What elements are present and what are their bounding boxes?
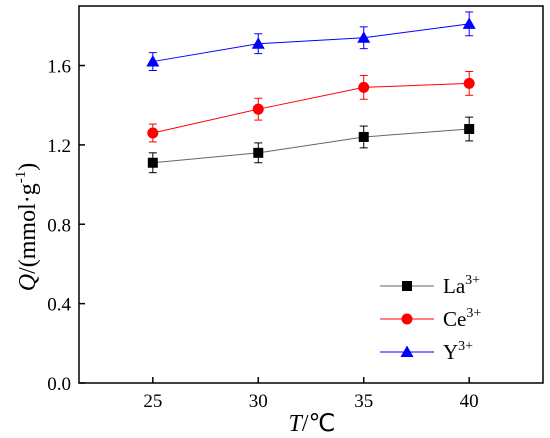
series-ce	[147, 70, 475, 143]
legend-label-y: Y3+	[443, 339, 473, 364]
plot-area-frame	[78, 5, 544, 384]
x-axis-title-unit: /℃	[302, 411, 336, 437]
y-tick-label: 0.4	[47, 295, 71, 316]
series-ce-line	[152, 82, 470, 134]
legend-marker-ce	[401, 313, 413, 325]
series-y-line	[152, 23, 470, 63]
data-point-la	[147, 157, 158, 168]
x-tick-label: 35	[354, 391, 373, 412]
data-point-y	[357, 31, 371, 43]
legend: La3+ Ce3+ Y3+	[380, 273, 481, 364]
legend-item-la: La3+	[380, 273, 480, 298]
series-y	[146, 11, 476, 71]
y-tick-label: 0.0	[47, 374, 71, 395]
y-axis-title-exponent: -1	[13, 171, 29, 184]
legend-marker-la	[402, 281, 412, 291]
data-point-y	[146, 55, 160, 67]
y-tick-label: 1.6	[47, 57, 71, 78]
y-tick-label: 0.8	[47, 215, 71, 236]
y-axis-title-symbol: Q	[15, 274, 41, 291]
data-point-y	[462, 17, 476, 29]
data-point-la	[253, 147, 264, 158]
data-point-la	[464, 124, 475, 135]
x-axis-title-symbol: T	[289, 411, 304, 437]
data-point-ce	[358, 81, 370, 93]
legend-item-y: Y3+	[380, 339, 473, 364]
series-la-line	[152, 128, 470, 164]
x-tick-label: 25	[143, 391, 162, 412]
data-point-ce	[463, 77, 475, 89]
x-tick-label: 30	[249, 391, 268, 412]
x-axis-title: T/℃	[289, 411, 336, 437]
data-point-la	[358, 131, 369, 142]
y-axis-title-unit: /(mmol·g	[15, 183, 41, 274]
legend-marker-y	[400, 345, 414, 357]
legend-label-ce: Ce3+	[443, 306, 481, 331]
data-point-ce	[252, 103, 264, 115]
data-point-ce	[147, 127, 159, 139]
x-tick-label: 40	[460, 391, 479, 412]
axis-ticks: 25 30 35 40 0.0 0.4 0.8 1.2 1.6	[47, 57, 478, 412]
y-axis-title: Q/(mmol·g-1)	[13, 163, 41, 292]
legend-label-la: La3+	[443, 273, 480, 298]
y-tick-label: 1.2	[47, 136, 71, 157]
series-la	[147, 116, 475, 174]
series-layer	[146, 11, 476, 174]
y-axis-title-close: )	[15, 163, 41, 171]
legend-item-ce: Ce3+	[380, 306, 481, 331]
data-point-y	[251, 37, 265, 49]
